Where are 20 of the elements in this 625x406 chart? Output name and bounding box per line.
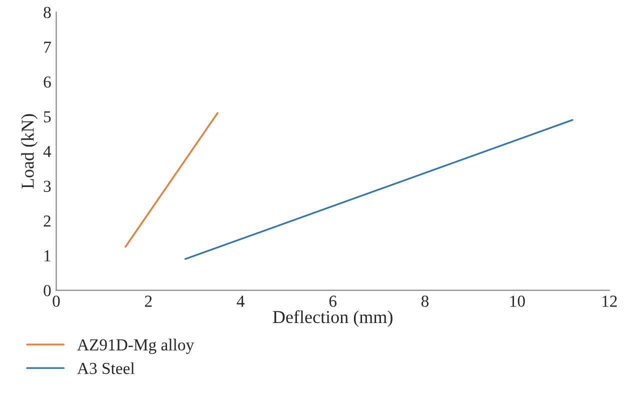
x-axis-title: Deflection (mm) (272, 310, 392, 327)
x-tick-label: 10 (510, 296, 525, 307)
x-tick-label: 6 (329, 296, 336, 307)
legend-label: AZ91D-Mg alloy (77, 338, 194, 354)
x-tick-label: 4 (236, 296, 245, 307)
y-tick-label: 6 (44, 76, 51, 88)
x-tick-label: 8 (421, 296, 429, 307)
x-tick-label: 12 (602, 296, 617, 307)
y-axis-title: Load (kN) (21, 114, 38, 189)
y-tick-label: 7 (44, 42, 51, 53)
y-tick-label: 3 (44, 180, 51, 192)
y-tick-label: 4 (43, 146, 52, 158)
y-tick-label: 5 (44, 111, 51, 122)
y-tick-label: 2 (44, 216, 50, 227)
x-tick-label: 0 (52, 296, 60, 307)
y-tick-label: 8 (44, 6, 51, 18)
y-tick-label: 1 (44, 250, 50, 262)
x-tick-label: 2 (145, 296, 152, 307)
y-tick-label: 0 (44, 284, 51, 296)
legend-label: A3 Steel (77, 362, 135, 374)
